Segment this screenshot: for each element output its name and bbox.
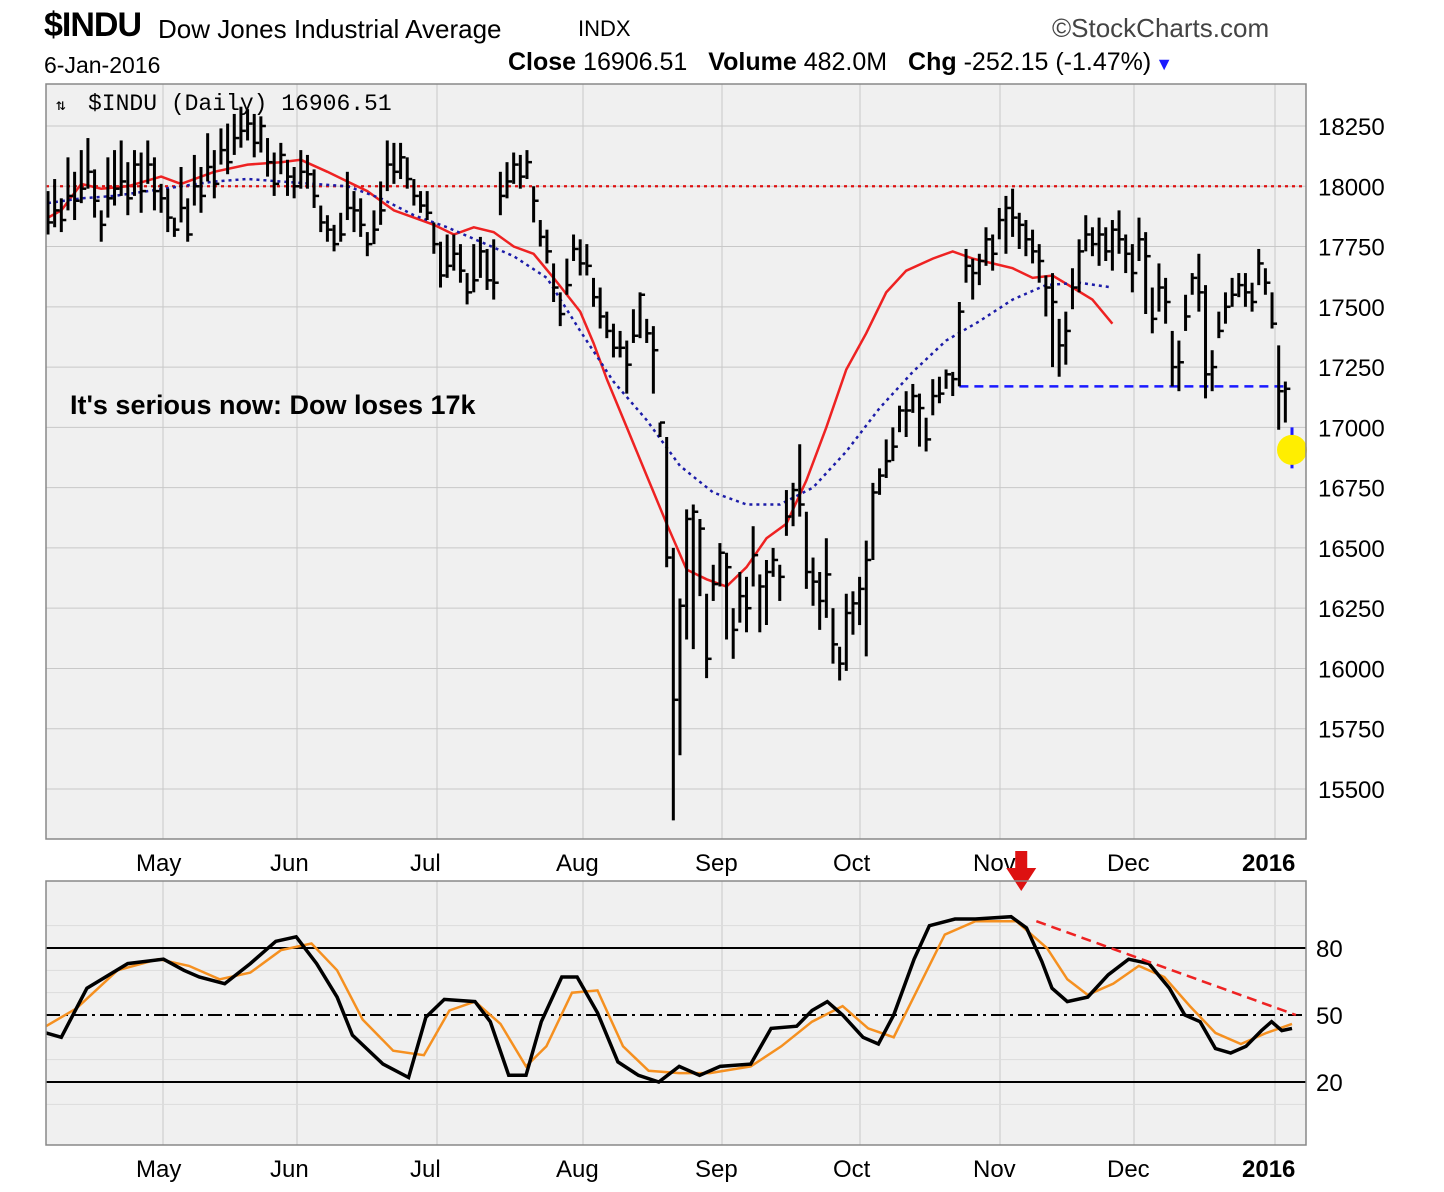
oscillator-panel-border: [45, 880, 1307, 1146]
y-tick-label: 20: [1316, 1070, 1343, 1097]
x-tick-label: Nov: [973, 850, 1016, 877]
y-tick-label: 15500: [1318, 777, 1385, 804]
price-reference-lines: [46, 185, 1306, 388]
quote-stats: Close 16906.51 Volume 482.0M Chg -252.15…: [508, 48, 1173, 77]
y-tick-label: 16750: [1318, 476, 1385, 503]
signal-line: [45, 919, 1293, 1075]
down-arrow-icon: [1006, 851, 1037, 891]
price-axis: 18250 18000 17750 17500 17250 17000 16750 16500…: [1318, 114, 1385, 804]
oscillator-grid: [46, 881, 1306, 1145]
x-tick-label: Nov: [973, 1156, 1016, 1183]
y-tick-label: 17500: [1318, 295, 1385, 322]
y-tick-label: 18000: [1318, 174, 1385, 201]
exchange: INDX: [578, 16, 631, 41]
y-tick-label: 17750: [1318, 235, 1385, 262]
legend: ⇅ $INDU (Daily) 16906.51: [56, 91, 392, 117]
fast-moving-average-line: [47, 158, 1114, 588]
x-tick-label: Dec: [1107, 850, 1150, 877]
x-tick-label: Sep: [695, 1156, 738, 1183]
x-tick-label: Sep: [695, 850, 738, 877]
brand-link[interactable]: ©StockCharts.com: [1052, 13, 1270, 43]
legend-icon: ⇅: [56, 97, 66, 115]
symbol: $INDU: [44, 6, 142, 44]
oscillator-panel-background: [46, 881, 1306, 1145]
x-tick-label: May: [136, 850, 181, 877]
price-panel[interactable]: ⇅ $INDU (Daily) 16906.51 It's serious no…: [45, 83, 1385, 877]
x-tick-label: Oct: [833, 1156, 871, 1183]
last-price-highlight: [1277, 434, 1307, 465]
oscillator-panel[interactable]: 80 50 20 May Jun Jul Aug Sep Oct Nov Dec 2016: [45, 851, 1343, 1183]
y-tick-label: 17000: [1318, 415, 1385, 442]
down-triangle-icon: ▼: [1155, 54, 1174, 74]
moving-averages: [47, 158, 1114, 588]
oscillator-axis: 80 50 20: [1316, 936, 1343, 1097]
x-tick-label: Jun: [270, 1156, 309, 1183]
y-tick-label: 80: [1316, 936, 1343, 963]
volume-value: 482.0M: [803, 48, 888, 76]
volume-label: Volume: [708, 48, 797, 76]
price-bars: [46, 106, 1297, 821]
annotation-text: It's serious now: Dow loses 17k: [70, 390, 477, 420]
close-label: Close: [508, 48, 577, 76]
arrow-shape: [1006, 851, 1037, 891]
oscillator-levels: [46, 947, 1306, 1083]
oscillator-line: [45, 914, 1293, 1084]
x-tick-label: Oct: [833, 850, 871, 877]
y-tick-label: 18250: [1318, 114, 1385, 141]
chg-label: Chg: [908, 48, 957, 76]
y-tick-label: 17250: [1318, 355, 1385, 382]
x-tick-label: Jul: [410, 850, 441, 877]
x-tick-label: 2016: [1242, 850, 1295, 877]
chart-date: 6-Jan-2016: [44, 52, 161, 78]
oscillator-lines: [45, 914, 1297, 1084]
x-tick-label: Jun: [270, 850, 309, 877]
price-panel-border: [45, 83, 1307, 840]
y-tick-label: 50: [1316, 1003, 1343, 1030]
y-tick-label: 16000: [1318, 656, 1385, 683]
x-tick-label: 2016: [1242, 1156, 1295, 1183]
x-tick-label: Jul: [410, 1156, 441, 1183]
y-tick-label: 15750: [1318, 717, 1385, 744]
price-time-axis: May Jun Jul Aug Sep Oct Nov Dec 2016: [136, 850, 1295, 877]
legend-text: $INDU (Daily) 16906.51: [88, 91, 392, 117]
x-tick-label: May: [136, 1156, 181, 1183]
instrument-name: Dow Jones Industrial Average: [158, 14, 502, 44]
oscillator-time-axis: May Jun Jul Aug Sep Oct Nov Dec 2016: [136, 1156, 1295, 1183]
chg-value: -252.15 (-1.47%): [963, 48, 1152, 76]
close-value: 16906.51: [583, 48, 688, 76]
price-panel-background: [46, 84, 1306, 839]
y-tick-label: 16250: [1318, 596, 1385, 623]
x-tick-label: Aug: [556, 850, 599, 877]
x-tick-label: Aug: [556, 1156, 599, 1183]
x-tick-label: Dec: [1107, 1156, 1150, 1183]
y-tick-label: 16500: [1318, 536, 1385, 563]
trendline: [1035, 920, 1297, 1017]
